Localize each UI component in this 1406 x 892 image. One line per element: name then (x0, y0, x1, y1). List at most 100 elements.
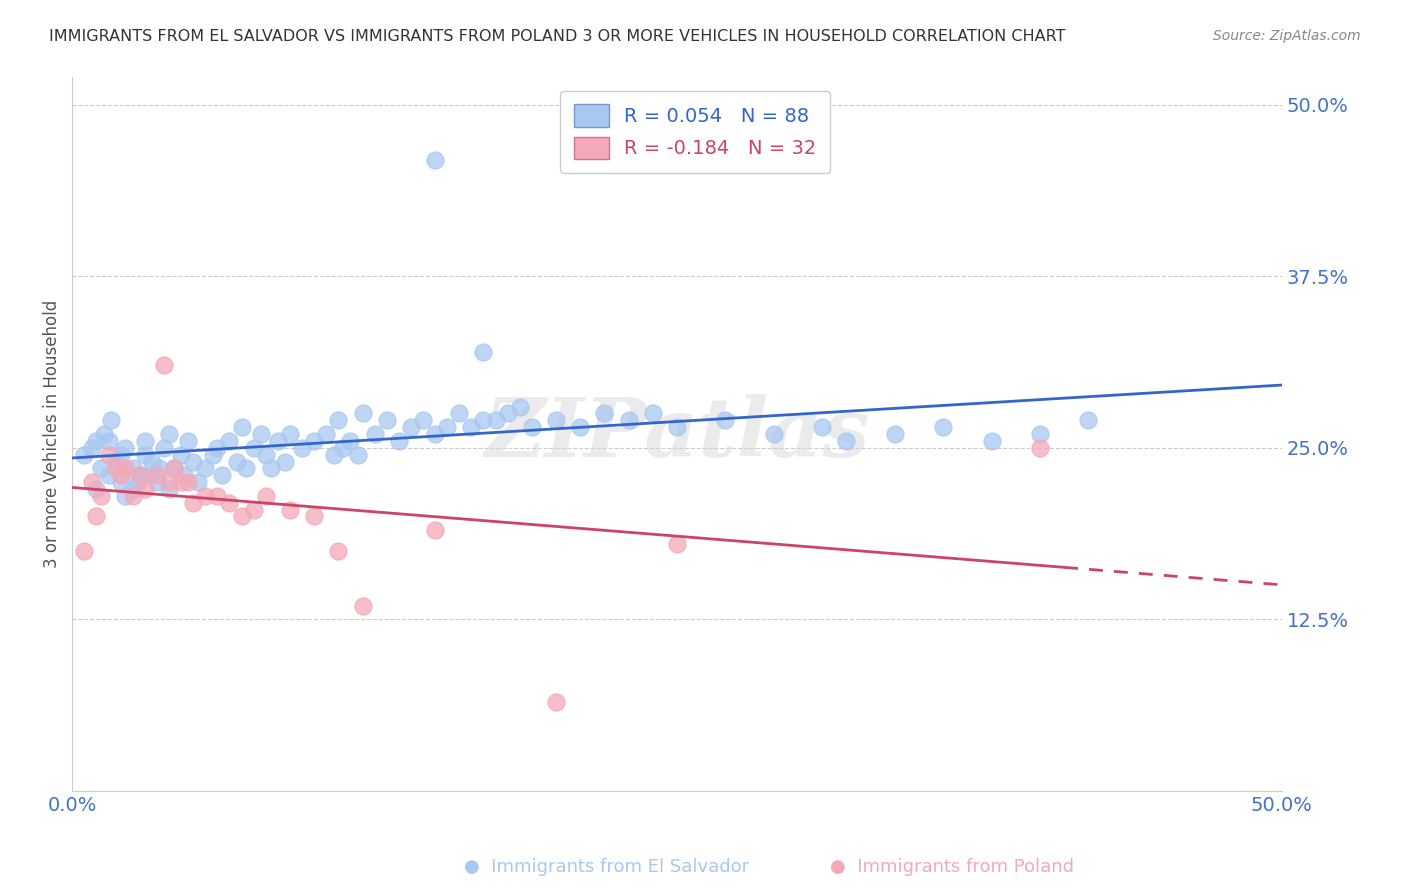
Text: ●  Immigrants from Poland: ● Immigrants from Poland (830, 858, 1074, 876)
Point (242, 502, 264, 516)
Point (121, 482, 143, 496)
Point (194, 489, 217, 503)
Point (211, 468, 233, 483)
Point (80, 475, 103, 489)
Point (423, 153, 446, 167)
Point (302, 509, 325, 524)
Point (104, 454, 127, 468)
Point (157, 427, 180, 442)
Point (187, 475, 209, 489)
Point (134, 448, 156, 462)
Point (138, 468, 160, 483)
Point (883, 427, 905, 442)
Point (90, 461, 112, 475)
Point (231, 509, 253, 524)
Point (100, 413, 122, 427)
Text: Source: ZipAtlas.com: Source: ZipAtlas.com (1213, 29, 1361, 43)
Point (110, 448, 132, 462)
Point (328, 413, 350, 427)
Point (472, 413, 495, 427)
Point (274, 454, 297, 468)
Point (146, 468, 169, 483)
Point (617, 413, 640, 427)
Point (121, 489, 143, 503)
Point (86, 434, 108, 448)
Point (339, 434, 361, 448)
Point (231, 420, 253, 434)
Text: ZIPatlas: ZIPatlas (484, 394, 870, 474)
Point (141, 454, 163, 468)
Point (267, 434, 290, 448)
Point (520, 420, 543, 434)
Point (73, 543, 96, 558)
Point (291, 441, 314, 455)
Point (315, 427, 337, 442)
Point (1077, 413, 1099, 427)
Text: IMMIGRANTS FROM EL SALVADOR VS IMMIGRANTS FROM POLAND 3 OR MORE VEHICLES IN HOUS: IMMIGRANTS FROM EL SALVADOR VS IMMIGRANT… (49, 29, 1066, 44)
Point (363, 427, 385, 442)
Point (472, 344, 495, 359)
Point (332, 441, 354, 455)
Point (157, 475, 180, 489)
Point (170, 448, 193, 462)
Point (328, 543, 350, 558)
Point (1029, 441, 1052, 455)
Point (218, 434, 240, 448)
Point (1029, 427, 1052, 442)
Point (593, 407, 616, 421)
Point (225, 454, 247, 468)
Point (980, 434, 1002, 448)
Point (278, 502, 301, 516)
Point (399, 420, 422, 434)
Point (509, 400, 531, 414)
Point (375, 413, 398, 427)
Point (104, 461, 127, 475)
Point (207, 489, 229, 503)
Point (423, 427, 446, 442)
Point (811, 420, 834, 434)
Point (641, 407, 664, 421)
Point (544, 413, 567, 427)
Point (496, 407, 519, 421)
Point (73, 448, 96, 462)
Point (235, 461, 257, 475)
Point (218, 496, 240, 510)
Point (129, 468, 152, 483)
Point (177, 434, 200, 448)
Point (569, 420, 592, 434)
Text: ●  Immigrants from El Salvador: ● Immigrants from El Salvador (464, 858, 749, 876)
Point (352, 407, 374, 421)
Point (134, 434, 156, 448)
Point (201, 448, 224, 462)
Point (163, 461, 186, 475)
Point (114, 441, 136, 455)
Point (134, 482, 156, 496)
Point (352, 599, 374, 613)
Point (666, 537, 689, 551)
Point (412, 413, 434, 427)
Point (278, 427, 301, 442)
Point (259, 461, 281, 475)
Point (86, 482, 108, 496)
Point (97, 468, 120, 483)
Point (173, 468, 195, 483)
Point (322, 448, 344, 462)
Point (932, 420, 955, 434)
Point (207, 441, 229, 455)
Point (762, 427, 785, 442)
Point (194, 461, 217, 475)
Legend: R = 0.054   N = 88, R = -0.184   N = 32: R = 0.054 N = 88, R = -0.184 N = 32 (560, 91, 830, 172)
Point (146, 475, 169, 489)
Point (97, 434, 120, 448)
Point (80, 441, 103, 455)
Point (544, 694, 567, 708)
Point (388, 434, 411, 448)
Point (242, 441, 264, 455)
Point (484, 413, 506, 427)
Point (449, 407, 471, 421)
Point (460, 420, 482, 434)
Point (97, 448, 120, 462)
Point (86, 509, 108, 524)
Point (114, 489, 136, 503)
Point (436, 420, 458, 434)
